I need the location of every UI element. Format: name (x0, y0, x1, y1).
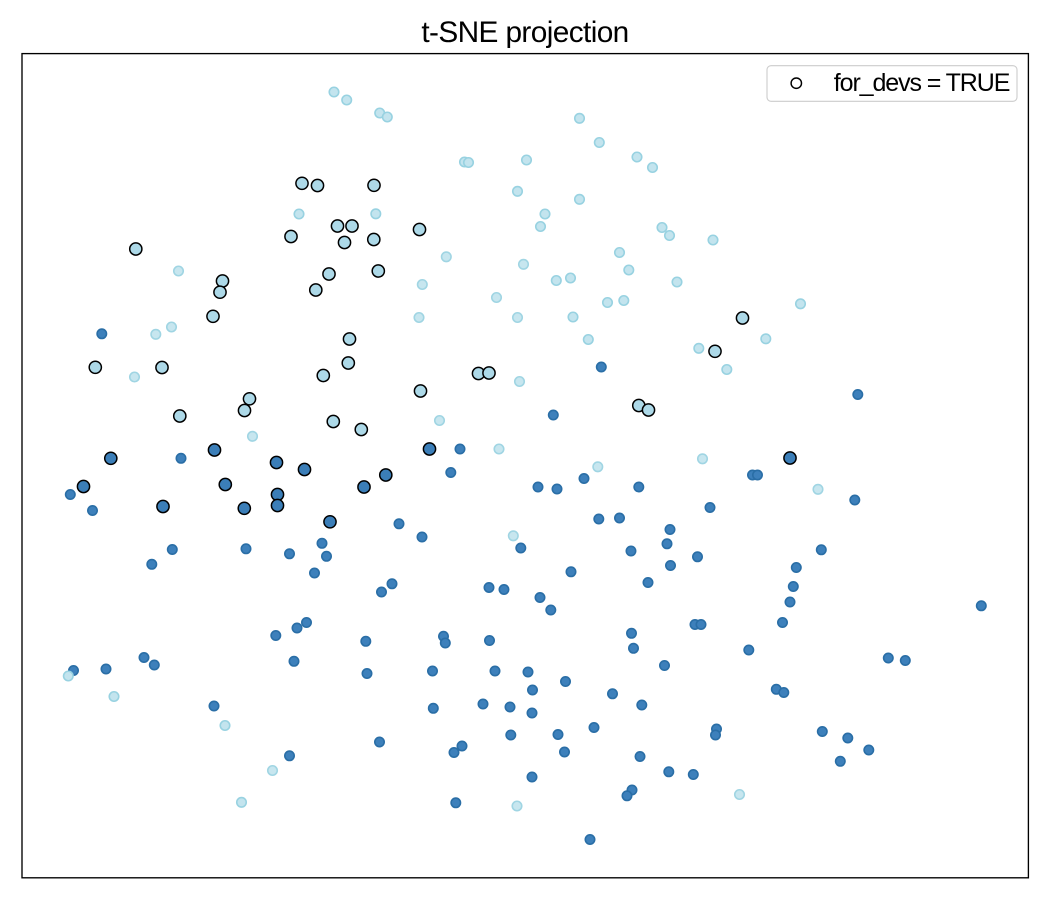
svg-text:t-SNE projection: t-SNE projection (421, 16, 628, 49)
svg-text:for_devs = TRUE: for_devs = TRUE (834, 69, 1010, 97)
